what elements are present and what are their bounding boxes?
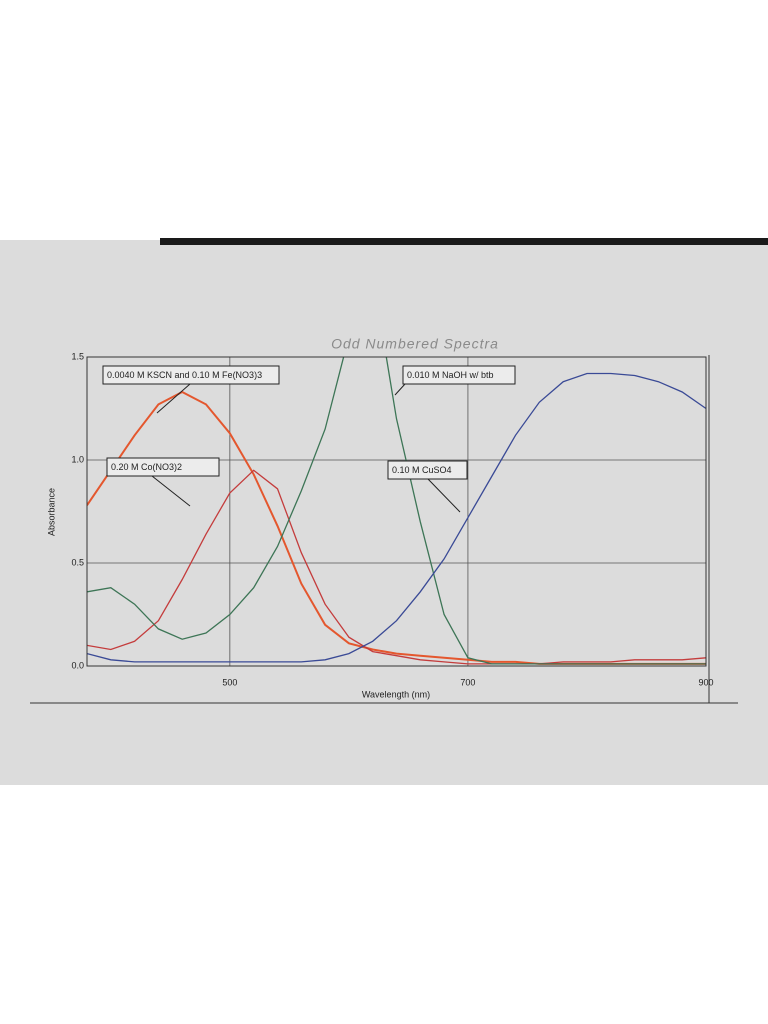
annotation-box (402, 365, 516, 385)
y-tick-label: 0.0 (71, 660, 84, 670)
paper-edge (160, 238, 768, 245)
y-tick-label: 1.5 (71, 351, 84, 361)
paper (0, 240, 768, 785)
annotation-leader (151, 475, 191, 507)
x-axis-label: Wavelength (nm) (362, 689, 430, 699)
plot-frame (86, 356, 707, 667)
annotation-leader (394, 383, 406, 396)
series-line (87, 469, 706, 665)
x-tick-label: 500 (222, 677, 237, 687)
x-tick-label: 900 (698, 677, 713, 687)
annotation-box (106, 457, 220, 477)
y-axis-label: Absorbance (46, 488, 56, 536)
annotation-leader (156, 383, 191, 414)
annotation-text: 0.0040 M KSCN and 0.10 M Fe(NO3)3 (107, 370, 262, 380)
series-line (87, 372, 706, 663)
y-tick-label: 0.5 (71, 557, 84, 567)
annotation-box (387, 460, 468, 480)
annotation-text: 0.20 M Co(NO3)2 (111, 462, 182, 472)
x-tick-label: 700 (460, 677, 475, 687)
annotation-box (102, 365, 280, 385)
series-line (87, 357, 706, 665)
y-tick-label: 1.0 (71, 454, 84, 464)
annotation-text: 0.10 M CuSO4 (392, 465, 452, 475)
chart-title: Odd Numbered Spectra (331, 336, 499, 352)
annotation-leader (427, 478, 461, 513)
annotation-text: 0.010 M NaOH w/ btb (407, 370, 494, 380)
